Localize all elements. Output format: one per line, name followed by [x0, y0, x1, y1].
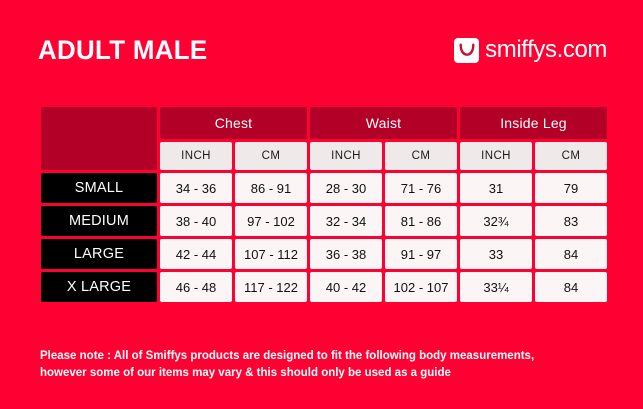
table-row: SMALL 34 - 36 86 - 91 28 - 30 71 - 76 31… — [41, 173, 607, 203]
column-group-chest: Chest — [160, 107, 307, 139]
table-row: LARGE 42 - 44 107 - 112 36 - 38 91 - 97 … — [41, 239, 607, 269]
cell-medium-inside-leg-inch: 32¾ — [460, 206, 532, 236]
cell-small-inside-leg-cm: 79 — [535, 173, 607, 203]
smiffys-smile-icon — [454, 37, 480, 63]
cell-small-chest-inch: 34 - 36 — [160, 173, 232, 203]
unit-header-inside-leg-inch: INCH — [460, 142, 532, 170]
cell-small-waist-inch: 28 - 30 — [310, 173, 382, 203]
unit-header-chest-cm: CM — [235, 142, 307, 170]
cell-large-chest-cm: 107 - 112 — [235, 239, 307, 269]
table-corner-cell — [41, 107, 157, 170]
size-label-large: LARGE — [41, 239, 157, 269]
cell-medium-waist-inch: 32 - 34 — [310, 206, 382, 236]
unit-header-waist-cm: CM — [385, 142, 457, 170]
cell-large-inside-leg-inch: 33 — [460, 239, 532, 269]
cell-small-waist-cm: 71 - 76 — [385, 173, 457, 203]
cell-small-chest-cm: 86 - 91 — [235, 173, 307, 203]
cell-large-inside-leg-cm: 84 — [535, 239, 607, 269]
brand-logo: smiffys.com — [454, 36, 607, 63]
size-label-medium: MEDIUM — [41, 206, 157, 236]
size-label-x-large: X LARGE — [41, 272, 157, 302]
cell-x-large-inside-leg-cm: 84 — [535, 272, 607, 302]
column-group-waist: Waist — [310, 107, 457, 139]
footnote-line-2: however some of our items may vary & thi… — [40, 366, 451, 379]
footnote-line-1: Please note : All of Smiffys products ar… — [40, 350, 535, 362]
footnote: Please note : All of Smiffys products ar… — [40, 348, 615, 381]
size-chart-table: Chest Waist Inside Leg INCH CM INCH CM I… — [38, 104, 610, 305]
cell-x-large-chest-cm: 117 - 122 — [235, 272, 307, 302]
table-group-header-row: Chest Waist Inside Leg — [41, 107, 607, 170]
cell-large-chest-inch: 42 - 44 — [160, 239, 232, 269]
table-row: MEDIUM 38 - 40 97 - 102 32 - 34 81 - 86 … — [41, 206, 607, 236]
cell-large-waist-cm: 91 - 97 — [385, 239, 457, 269]
table-row: X LARGE 46 - 48 117 - 122 40 - 42 102 - … — [41, 272, 607, 302]
page-title: ADULT MALE — [38, 34, 208, 65]
unit-header-inside-leg-cm: CM — [535, 142, 607, 170]
cell-medium-chest-cm: 97 - 102 — [235, 206, 307, 236]
cell-medium-chest-inch: 38 - 40 — [160, 206, 232, 236]
cell-x-large-waist-cm: 102 - 107 — [385, 272, 457, 302]
unit-header-chest-inch: INCH — [160, 142, 232, 170]
cell-medium-waist-cm: 81 - 86 — [385, 206, 457, 236]
cell-x-large-chest-inch: 46 - 48 — [160, 272, 232, 302]
brand-name: smiffys.com — [485, 36, 607, 63]
cell-medium-inside-leg-cm: 83 — [535, 206, 607, 236]
cell-x-large-waist-inch: 40 - 42 — [310, 272, 382, 302]
cell-small-inside-leg-inch: 31 — [460, 173, 532, 203]
unit-header-waist-inch: INCH — [310, 142, 382, 170]
size-label-small: SMALL — [41, 173, 157, 203]
page-header: ADULT MALE smiffys.com — [0, 0, 643, 100]
cell-x-large-inside-leg-inch: 33¼ — [460, 272, 532, 302]
cell-large-waist-inch: 36 - 38 — [310, 239, 382, 269]
column-group-inside-leg: Inside Leg — [460, 107, 607, 139]
table-unit-header-row: INCH CM INCH CM INCH CM — [41, 142, 607, 170]
